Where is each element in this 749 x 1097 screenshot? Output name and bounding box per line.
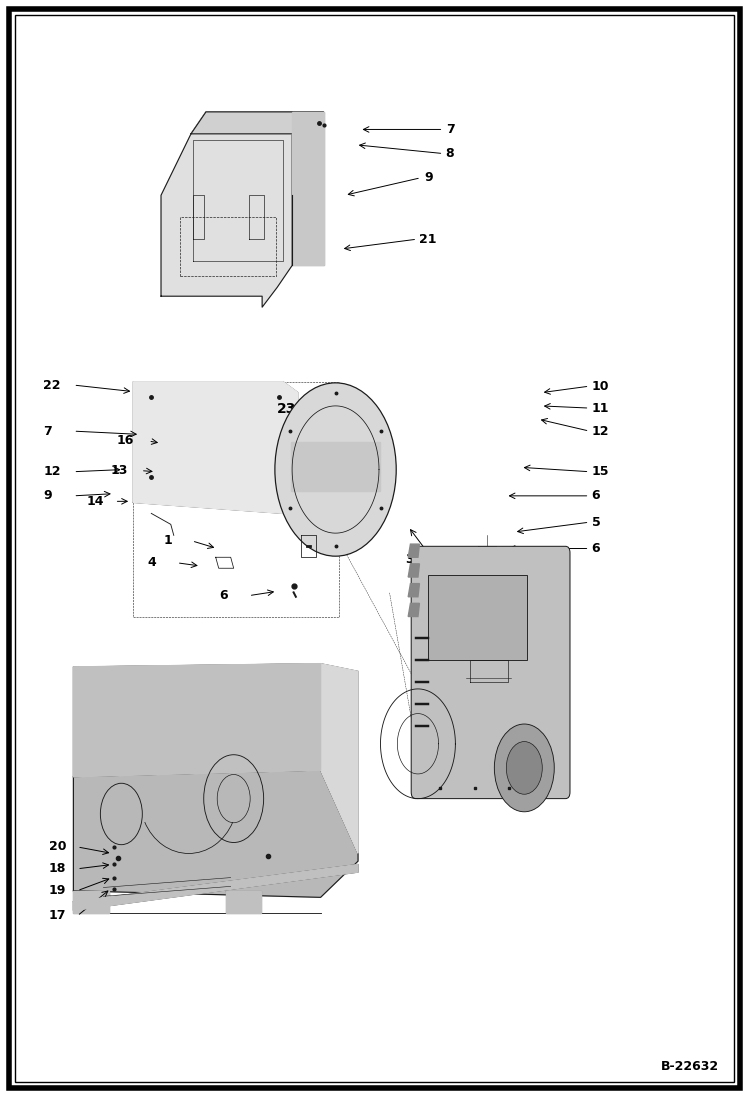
Text: 7: 7 [43, 425, 52, 438]
Text: B-22632: B-22632 [661, 1060, 719, 1073]
Text: 6: 6 [592, 542, 601, 555]
Text: 12: 12 [592, 425, 609, 438]
Text: 22: 22 [43, 378, 61, 392]
Text: 17: 17 [49, 909, 66, 923]
Ellipse shape [275, 383, 396, 556]
Text: 13: 13 [111, 464, 128, 477]
Polygon shape [408, 564, 419, 577]
Text: 18: 18 [49, 862, 66, 875]
Text: 2: 2 [335, 388, 344, 402]
Text: 1: 1 [163, 534, 172, 547]
Text: 14: 14 [86, 495, 103, 508]
Text: 6: 6 [219, 589, 228, 602]
Text: 21: 21 [419, 233, 437, 246]
Text: 19: 19 [49, 884, 66, 897]
Text: 16: 16 [116, 434, 133, 448]
Text: 3: 3 [405, 553, 414, 566]
Text: 7: 7 [446, 123, 455, 136]
Polygon shape [73, 864, 358, 911]
Bar [428, 575, 527, 660]
Text: 9: 9 [43, 489, 52, 502]
Polygon shape [408, 603, 419, 617]
Circle shape [494, 724, 554, 812]
Text: 9: 9 [425, 171, 434, 184]
FancyBboxPatch shape [411, 546, 570, 799]
Polygon shape [73, 664, 321, 777]
Text: 15: 15 [592, 465, 609, 478]
Text: 6: 6 [592, 489, 601, 502]
Polygon shape [73, 770, 358, 897]
Text: 5: 5 [592, 516, 601, 529]
Text: 20: 20 [49, 840, 66, 853]
Polygon shape [191, 112, 324, 134]
Circle shape [506, 742, 542, 794]
Text: 10: 10 [592, 380, 609, 393]
Text: 12: 12 [43, 465, 61, 478]
Text: 4: 4 [148, 556, 157, 569]
Polygon shape [291, 442, 380, 491]
Polygon shape [408, 584, 419, 597]
Text: 23: 23 [277, 403, 297, 416]
Text: 8: 8 [446, 147, 455, 160]
Text: 11: 11 [592, 402, 609, 415]
Polygon shape [73, 664, 358, 853]
Text: 1: 1 [311, 411, 320, 425]
Polygon shape [161, 112, 292, 307]
Polygon shape [292, 112, 324, 265]
Polygon shape [133, 382, 298, 513]
Polygon shape [408, 544, 419, 557]
Polygon shape [226, 891, 261, 913]
Polygon shape [73, 891, 109, 913]
